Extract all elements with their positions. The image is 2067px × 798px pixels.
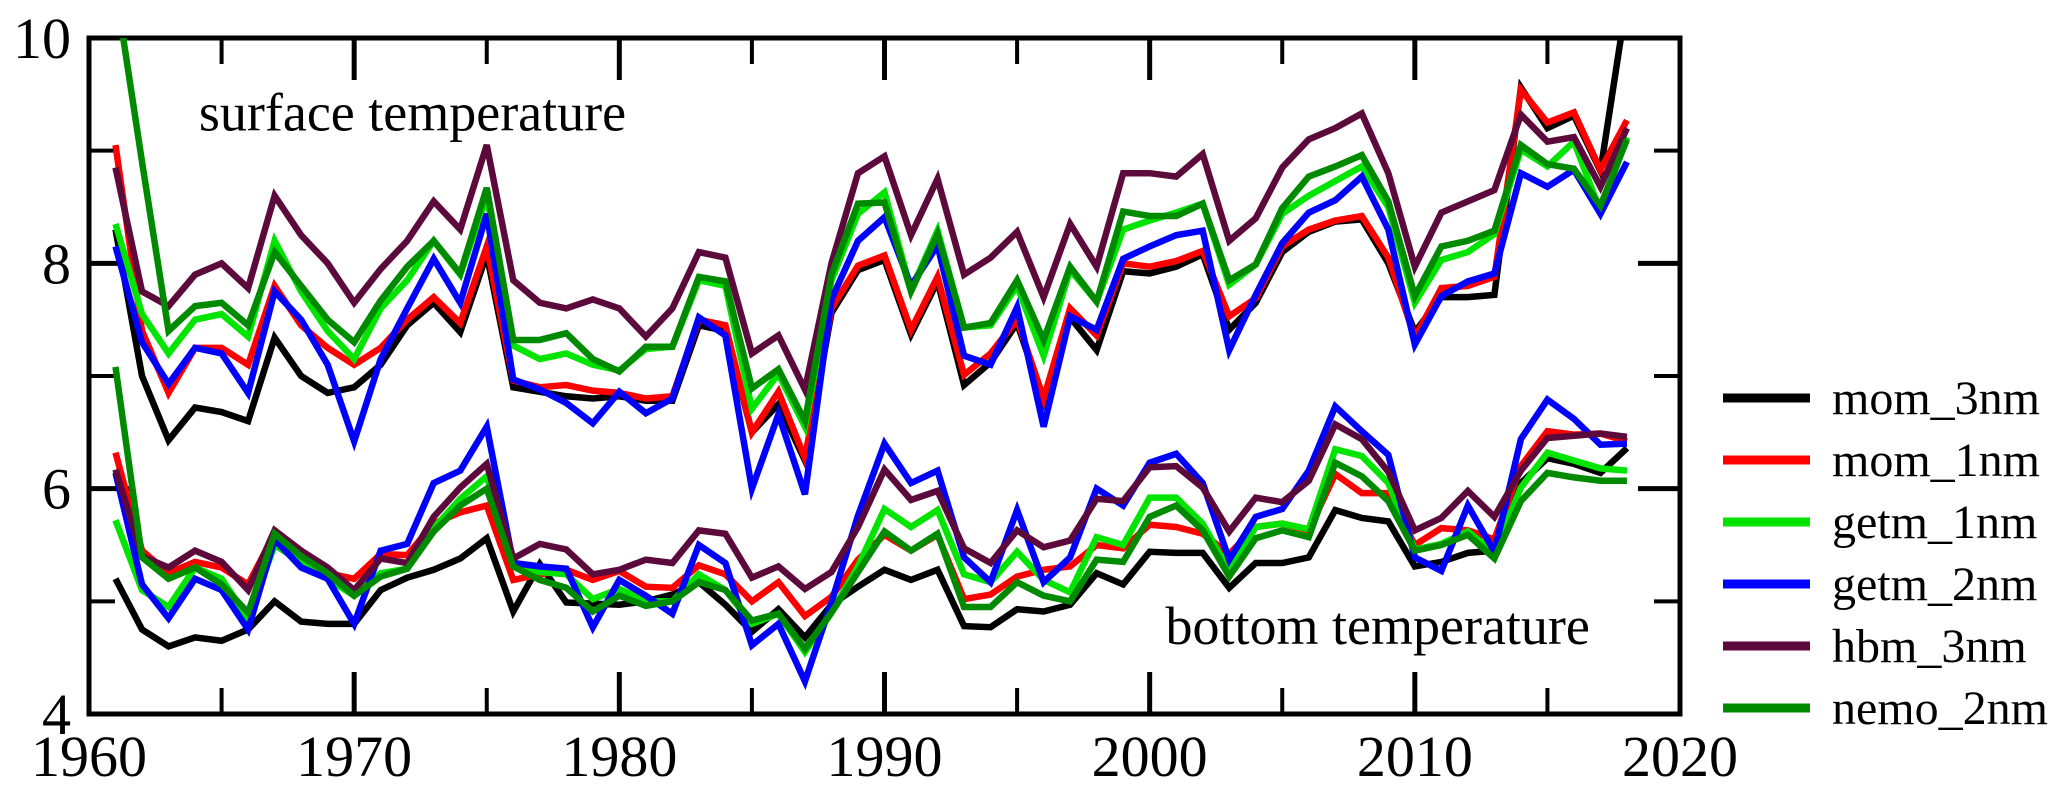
x-tick-label-2010: 2010 — [1357, 724, 1473, 789]
legend-item-getm_2nm: getm_2nm — [1723, 558, 2037, 611]
x-axis-ticks — [86, 38, 1683, 714]
x-tick-label-1960: 1960 — [31, 724, 147, 789]
series-line-nemo_2nm-surface — [119, 38, 1630, 432]
legend-item-mom_3nm: mom_3nm — [1723, 372, 2040, 425]
data-series — [112, 38, 1631, 691]
x-tick-label-2000: 2000 — [1092, 724, 1208, 789]
series-line-nemo_2nm-bottom — [112, 366, 1627, 655]
legend-label-mom_3nm: mom_3nm — [1832, 372, 2040, 425]
x-axis-labels: 1960 1970 1980 1990 2000 2010 2020 — [31, 724, 1738, 789]
series-line-hbm_3nm-bottom — [112, 419, 1628, 596]
x-tick-label-1990: 1990 — [827, 724, 943, 789]
legend-item-hbm_3nm: hbm_3nm — [1723, 620, 2027, 673]
legend: mom_3nm mom_1nm getm_1nm getm_2nm hbm_3nmnem… — [1723, 372, 2048, 735]
legend-label-hbm_3nm: hbm_3nm — [1832, 620, 2027, 673]
annotations: surface temperature bottom temperature — [199, 82, 1590, 656]
series-line-mom_1nm-surface — [112, 81, 1630, 471]
y-axis-labels: 4 6 8 10 — [13, 6, 71, 747]
series-line-mom_3nm-bottom — [112, 445, 1630, 650]
series-line-getm_2nm-surface — [112, 160, 1630, 502]
legend-label-getm_1nm: getm_1nm — [1832, 496, 2037, 549]
series-line-hbm_3nm-surface — [112, 108, 1630, 400]
bottom-temperature-label: bottom temperature — [1166, 596, 1590, 656]
legend-item-getm_1nm: getm_1nm — [1723, 496, 2037, 549]
x-tick-label-2020: 2020 — [1622, 724, 1738, 789]
legend-item-nemo_2nm: nemo_2nm — [1723, 682, 2048, 735]
y-tick-label-10: 10 — [13, 6, 71, 71]
legend-label-getm_2nm: getm_2nm — [1832, 558, 2037, 611]
y-tick-label-4: 4 — [42, 682, 71, 747]
y-tick-label-8: 8 — [42, 231, 71, 296]
y-tick-label-6: 6 — [42, 457, 71, 522]
x-tick-label-1970: 1970 — [296, 724, 412, 789]
legend-label-mom_1nm: mom_1nm — [1832, 434, 2040, 487]
legend-item-mom_1nm: mom_1nm — [1723, 434, 2040, 487]
x-tick-label-1980: 1980 — [561, 724, 677, 789]
legend-label-nemo_2nm: nemo_2nm — [1832, 682, 2048, 735]
surface-temperature-label: surface temperature — [199, 82, 626, 142]
